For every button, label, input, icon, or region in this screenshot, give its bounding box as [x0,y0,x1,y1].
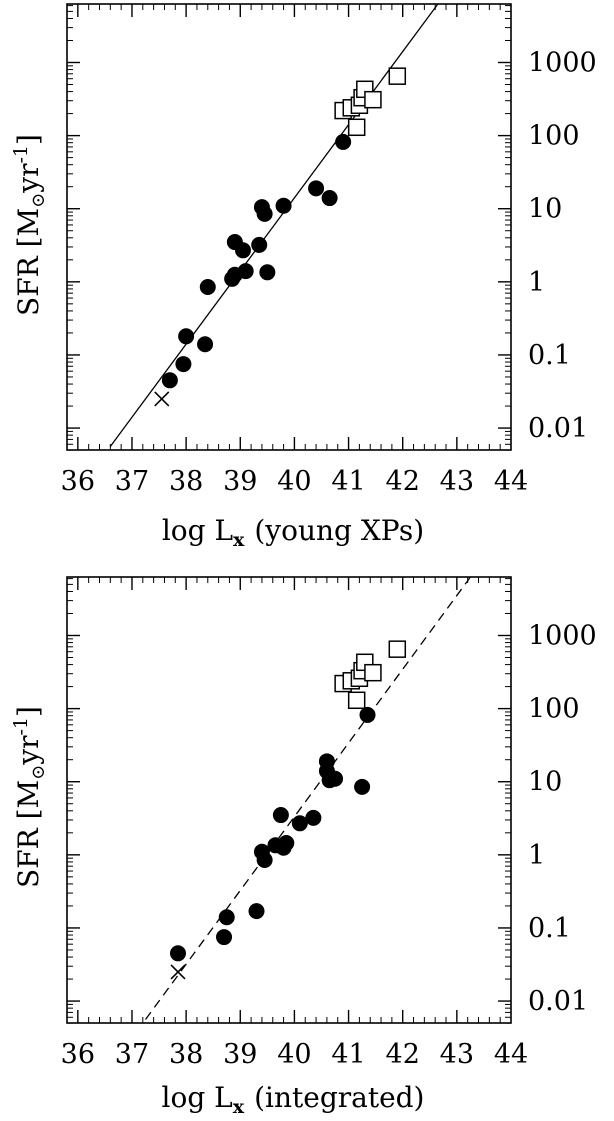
y-axis-label-main: SFR [M [12,208,45,316]
data-point-square [388,67,407,85]
data-point-filled [275,197,292,214]
x-tick-label: 44 [494,466,528,497]
x-tick-label: 41 [331,466,365,497]
x-axis-label-paren: (integrated) [254,1081,424,1114]
x-axis-label-sub: x [233,529,245,551]
data-point-filled [305,809,322,826]
y-tick-label: 1 [528,267,545,298]
data-point-square [364,663,382,682]
data-point-square [347,118,366,137]
data-point-filled [175,356,192,373]
x-axis-label-sub: x [233,1096,245,1118]
x-tick-label: 37 [115,466,149,497]
y-tick-label: 1 [528,840,545,871]
x-axis-label: log Lx (integrated) [162,1081,425,1118]
data-point-filled [256,851,273,868]
data-point-filled [354,778,371,795]
x-tick-label: 44 [494,1039,528,1070]
x-tick-label: 43 [440,466,474,497]
y-axis-label-main: SFR [M [12,780,45,888]
y-tick-label: 0.01 [528,413,588,444]
y-axis-label-sun: ⊙ [28,765,49,780]
data-point-filled [327,770,344,787]
x-tick-label: 43 [440,1039,474,1070]
y-tick-label: 100 [528,121,580,152]
x-tick-label: 41 [331,1039,365,1070]
data-point-filled [321,190,338,207]
y-axis-label-sun: ⊙ [28,193,49,208]
x-tick-label: 42 [386,1039,420,1070]
y-tick-label: 1000 [528,47,597,78]
panel-integrated: 36 37 38 39 40 41 42 43 440.01 0.1 1 10 100 1000 log L… [10,576,597,1118]
data-point-square [347,691,366,710]
data-point-filled [278,835,295,852]
x-tick-label: 40 [277,466,311,497]
x-tick-label: 39 [223,1039,257,1070]
plot-frame [66,576,512,1024]
y-axis-label-unit: yr [12,735,45,766]
data-point-filled [218,909,235,926]
data-point-filled [197,336,214,353]
fit-line [109,4,439,447]
y-axis-label-unit: yr [12,163,45,194]
data-point-filled [251,236,268,253]
data-point-filled [199,278,216,295]
data-point-filled [237,263,254,280]
data-point-filled [359,706,376,723]
panel-young-xps: 36 37 38 39 40 41 42 43 440.01 0.1 1 10 100 1000 log L… [10,3,597,551]
fit-line [144,577,471,1020]
x-tick-label: 42 [386,466,420,497]
data-point-filled [291,815,308,832]
x-axis-label-paren: (young XPs) [254,514,424,547]
y-tick-label: 1000 [528,620,597,651]
y-tick-label: 10 [528,194,562,225]
data-point-filled [259,264,276,281]
y-axis-label-close: ] [12,134,45,145]
plot-frame [66,3,512,451]
data-point-cross [154,391,170,407]
x-axis-label-main: log L [162,1081,233,1114]
y-axis-label-close: ] [12,706,45,717]
data-point-filled [308,180,325,197]
data-point-square [364,90,382,109]
y-tick-label: 100 [528,694,580,725]
y-axis-label-sup: -1 [10,145,32,164]
x-tick-label: 36 [61,1039,95,1070]
data-point-cross [170,964,186,980]
y-axis-label-sup: -1 [10,717,32,736]
x-axis-label-main: log L [162,514,233,547]
y-tick-label: 10 [528,767,562,798]
y-tick-label: 0.01 [528,986,588,1017]
y-tick-label: 0.1 [528,340,571,371]
data-point-filled [161,372,178,389]
x-tick-label: 39 [223,466,257,497]
data-point-filled [248,903,265,920]
data-point-square [388,640,407,658]
y-axis-label: SFR [M⊙yr-1] [10,134,49,316]
data-point-filled [234,242,251,259]
x-tick-label: 37 [115,1039,149,1070]
data-point-filled [256,205,273,222]
data-point-filled [216,929,233,946]
x-tick-label: 38 [169,1039,203,1070]
x-axis-label: log Lx (young XPs) [162,514,424,551]
x-tick-label: 40 [277,1039,311,1070]
data-point-filled [335,133,352,150]
x-tick-label: 36 [61,466,95,497]
data-point-filled [272,807,289,824]
data-point-filled [170,945,186,962]
y-tick-label: 0.1 [528,913,571,944]
data-point-filled [178,328,195,345]
x-tick-label: 38 [169,466,203,497]
y-axis-label: SFR [M⊙yr-1] [10,706,49,888]
